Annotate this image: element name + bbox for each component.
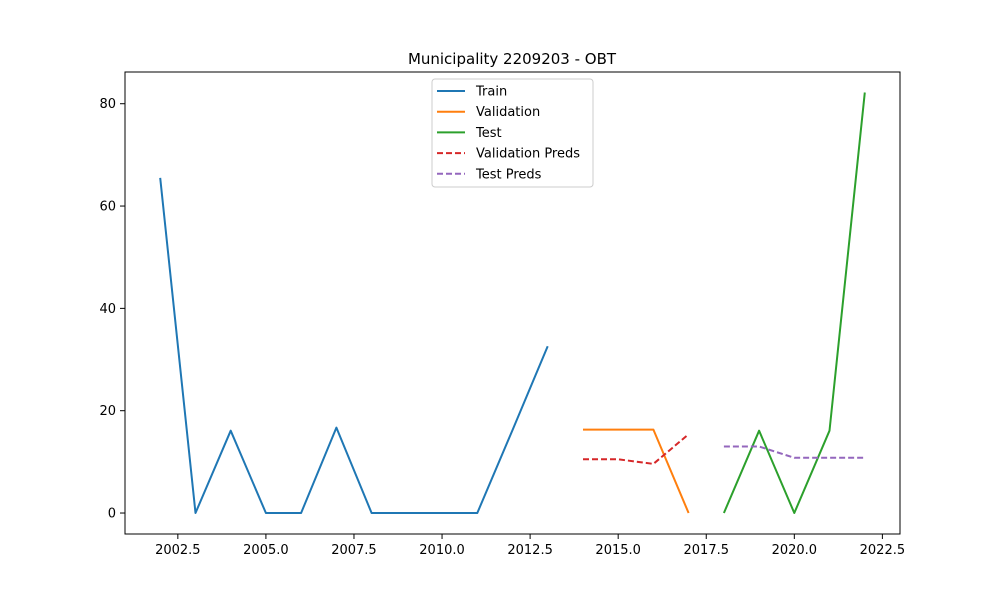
series-line-2 [722,92,866,514]
x-tick-label: 2002.5 [155,543,201,558]
y-tick-label: 0 [108,507,116,522]
x-tick-label: 2007.5 [331,543,377,558]
x-tick-label: 2017.5 [684,543,730,558]
legend-label-3: Validation Preds [476,147,580,162]
legend-label-4: Test Preds [475,167,542,182]
x-tick-label: 2005.0 [243,543,289,558]
series-layer [159,92,866,514]
y-axis: 0 20 40 60 80 [99,97,125,522]
y-tick-label: 60 [99,200,116,215]
legend: Train Validation Test Validation Preds Test … [431,78,594,188]
series-line-4 [723,445,865,459]
x-tick-label: 2010.0 [419,543,465,558]
legend-label-1: Validation [476,105,540,120]
y-tick-label: 80 [99,97,116,112]
chart-title: Municipality 2209203 - OBT [408,50,617,68]
plot-frame [124,71,901,535]
x-axis: 2002.5 2005.0 2007.5 2010.0 2012.5 2015.0 2017… [155,534,905,558]
x-tick-label: 2020.0 [772,543,818,558]
x-tick-label: 2015.0 [595,543,641,558]
legend-box [431,78,594,188]
series-line-1 [583,428,690,514]
series-line-3 [583,433,690,465]
y-tick-label: 20 [99,404,116,419]
x-tick-label: 2022.5 [860,543,906,558]
series-line-0 [159,177,549,514]
y-tick-label: 40 [99,302,116,317]
legend-label-2: Test [475,126,502,141]
x-tick-label: 2012.5 [507,543,553,558]
legend-label-0: Train [475,85,507,100]
